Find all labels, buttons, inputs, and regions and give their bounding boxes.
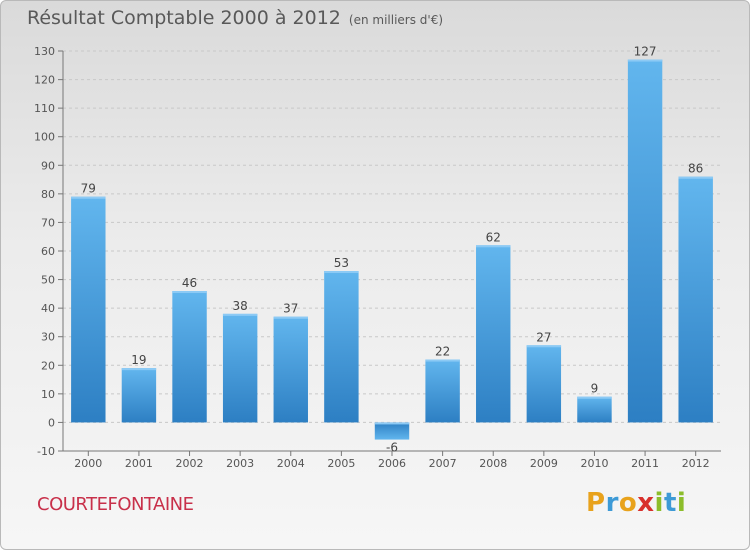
bar-highlight xyxy=(678,176,713,179)
commune-name: COURTEFONTAINE xyxy=(37,494,194,515)
y-tick-label: 30 xyxy=(41,331,55,344)
bar xyxy=(121,368,157,423)
x-tick-label: 2000 xyxy=(74,457,102,470)
y-tick-label: 80 xyxy=(41,188,55,201)
bar-highlight xyxy=(374,422,410,425)
data-label: 22 xyxy=(435,345,450,359)
bar-highlight xyxy=(172,291,207,293)
title-unit: (en milliers d'€) xyxy=(348,13,444,27)
data-label: 9 xyxy=(591,382,599,396)
bars xyxy=(71,59,713,440)
x-tick-label: 2003 xyxy=(226,457,254,470)
bar-highlight xyxy=(324,271,359,273)
bar xyxy=(577,396,612,423)
bar xyxy=(526,345,562,423)
logo-letter: t xyxy=(663,488,677,518)
y-tick-label: 130 xyxy=(34,45,55,58)
logo-letter: o xyxy=(618,488,638,518)
bar xyxy=(627,59,663,423)
y-tick-label: 0 xyxy=(48,416,55,429)
y-tick-label: 90 xyxy=(41,159,55,172)
bar-highlight xyxy=(577,396,612,399)
bar-highlight xyxy=(71,196,106,199)
x-tick-label: 2006 xyxy=(378,457,406,470)
bar xyxy=(374,422,410,440)
x-tick-label: 2008 xyxy=(479,457,507,470)
bar xyxy=(678,176,713,423)
data-label: 86 xyxy=(688,162,703,176)
title-text: Résultat Comptable 2000 à 2012 xyxy=(27,7,341,29)
data-label: 19 xyxy=(131,353,146,367)
axes: -10 0 10 20 30 40 50 60 70 80 90 100 110 120 130 2000 20… xyxy=(34,45,721,470)
x-tick-label: 2012 xyxy=(682,457,710,470)
y-tick-label: 50 xyxy=(41,274,55,287)
bar-highlight xyxy=(476,245,511,248)
x-tick-label: 2004 xyxy=(277,457,305,470)
x-tick-label: 2011 xyxy=(631,457,659,470)
bar xyxy=(425,359,460,423)
x-tick-label: 2007 xyxy=(429,457,457,470)
data-label: 127 xyxy=(634,45,657,59)
bar xyxy=(222,313,258,423)
bar-highlight xyxy=(425,359,460,362)
y-tick-label: 110 xyxy=(34,102,55,115)
x-tick-label: 2010 xyxy=(580,457,608,470)
proxiti-logo: Proxiti xyxy=(586,488,686,518)
logo-letter: r xyxy=(605,488,619,518)
logo-letter: P xyxy=(586,488,606,518)
bar xyxy=(172,291,207,423)
logo-letter: i xyxy=(654,488,664,518)
data-label: 37 xyxy=(283,302,298,316)
bar-highlight xyxy=(526,345,562,348)
y-tick-label: 20 xyxy=(41,359,55,372)
x-tick-label: 2001 xyxy=(125,457,153,470)
bar-highlight xyxy=(273,316,308,319)
y-tick-label: 60 xyxy=(41,245,55,258)
x-tick-label: 2002 xyxy=(176,457,204,470)
logo-letter: i xyxy=(676,488,687,518)
bar-highlight xyxy=(627,59,663,62)
y-tick-label: 120 xyxy=(34,74,55,87)
data-label: -6 xyxy=(386,441,398,455)
chart-title: Résultat Comptable 2000 à 2012 (en millie… xyxy=(27,7,443,29)
data-label: 38 xyxy=(233,299,248,313)
y-tick-label: 10 xyxy=(41,388,55,401)
y-tick-label: -10 xyxy=(37,445,55,458)
y-tick-label: 100 xyxy=(34,131,55,144)
bar xyxy=(71,196,106,423)
data-label: 46 xyxy=(182,276,197,290)
data-label: 79 xyxy=(81,182,96,196)
data-label: 27 xyxy=(536,330,551,344)
data-label: 53 xyxy=(334,256,349,270)
logo-letter: x xyxy=(637,488,655,518)
bar-highlight xyxy=(222,313,258,316)
bar xyxy=(273,316,308,423)
bar xyxy=(324,271,359,423)
bar xyxy=(476,245,511,423)
y-tick-label: 40 xyxy=(41,302,55,315)
data-labels: 79 19 46 38 37 53 -6 22 62 27 9 127 86 xyxy=(81,45,704,455)
data-label: 62 xyxy=(486,230,501,244)
y-tick-label: 70 xyxy=(41,216,55,229)
x-tick-label: 2009 xyxy=(530,457,558,470)
gridlines xyxy=(63,50,721,452)
x-tick-label: 2005 xyxy=(327,457,355,470)
bar-highlight xyxy=(121,368,157,371)
